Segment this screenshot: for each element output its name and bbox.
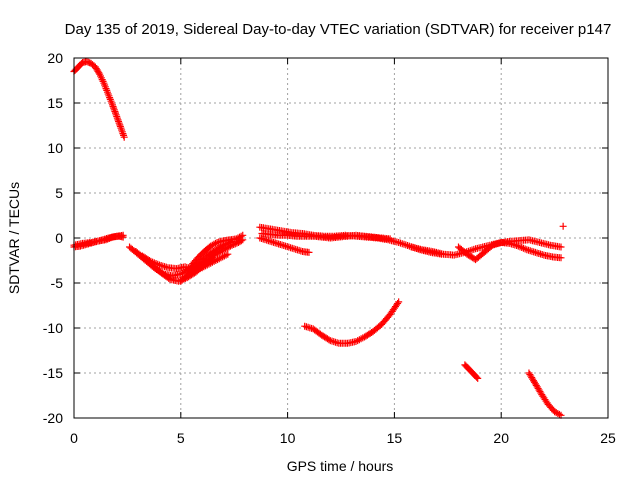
data-point: [519, 244, 527, 252]
series-arc-1: [70, 58, 128, 141]
data-point: [395, 298, 403, 306]
y-tick-label: -20: [43, 410, 63, 426]
data-point: [120, 133, 128, 141]
x-tick-label: 10: [280, 430, 296, 446]
data-point: [212, 239, 220, 247]
data-point: [110, 104, 118, 112]
data-point: [119, 231, 127, 239]
series-arc-11: [258, 230, 394, 243]
data-point: [518, 244, 526, 252]
data-point: [394, 299, 402, 307]
data-point: [152, 260, 160, 268]
series-arc-12: [301, 298, 403, 347]
y-axis-label: SDTVAR / TECUs: [6, 182, 22, 294]
data-point: [115, 119, 123, 127]
data-point: [109, 102, 117, 110]
data-point: [149, 258, 157, 266]
series-arc-9: [256, 223, 445, 258]
series-arc-3: [70, 231, 127, 249]
data-point: [474, 374, 482, 382]
data-point: [521, 245, 529, 253]
data-point: [386, 235, 394, 243]
series-arc-15: [461, 361, 482, 382]
y-tick-label: -5: [51, 275, 64, 291]
data-point: [473, 373, 481, 381]
series-arc-16: [525, 369, 565, 419]
data-point: [145, 257, 153, 264]
data-point: [95, 69, 103, 77]
data-point: [113, 113, 121, 120]
data-point: [116, 121, 124, 129]
data-point: [325, 336, 333, 344]
data-point: [226, 242, 234, 250]
data-point: [557, 243, 565, 251]
data-point: [557, 254, 565, 262]
data-point: [110, 106, 118, 114]
data-point: [514, 242, 522, 250]
data-point: [559, 222, 567, 230]
data-point: [111, 107, 119, 115]
data-point: [114, 116, 122, 124]
data-point: [239, 231, 247, 239]
data-point: [116, 123, 124, 131]
data-point: [111, 109, 119, 117]
series-arc-8: [187, 231, 247, 269]
y-tick-label: 5: [55, 185, 63, 201]
series-arc-6: [138, 250, 232, 273]
data-point: [516, 243, 524, 251]
y-tick-label: 15: [47, 95, 63, 111]
data-point: [115, 118, 123, 126]
series-outlier: [559, 222, 567, 230]
data-point: [147, 257, 155, 265]
y-tick-label: -15: [43, 365, 63, 381]
series-arc-14: [454, 239, 565, 264]
data-point: [108, 101, 116, 109]
data-point: [150, 259, 158, 267]
data-point: [224, 250, 232, 258]
y-tick-label: 10: [47, 140, 63, 156]
x-tick-label: 5: [177, 430, 185, 446]
data-point: [305, 248, 313, 256]
data-point: [222, 251, 230, 259]
data-point: [237, 232, 245, 240]
data-point: [555, 410, 563, 418]
x-tick-label: 0: [70, 430, 78, 446]
y-tick-label: 0: [55, 230, 63, 246]
y-tick-label: -10: [43, 320, 63, 336]
data-points: [70, 58, 567, 419]
x-tick-label: 25: [600, 430, 616, 446]
axis-ticks: 0 5 10 15 20 25 -20 -15 -10 -5 0 5 10 15 20: [43, 50, 616, 446]
x-tick-label: 15: [387, 430, 403, 446]
data-point: [154, 260, 162, 268]
chart-title: Day 135 of 2019, Sidereal Day-to-day VTE…: [65, 21, 612, 38]
data-point: [554, 410, 562, 417]
y-tick-label: 20: [47, 50, 63, 66]
x-axis-label: GPS time / hours: [287, 458, 394, 474]
series-arc-7: [177, 236, 247, 285]
x-tick-label: 20: [493, 430, 509, 446]
data-point: [165, 274, 173, 282]
data-point: [112, 111, 120, 119]
data-point: [113, 114, 121, 122]
